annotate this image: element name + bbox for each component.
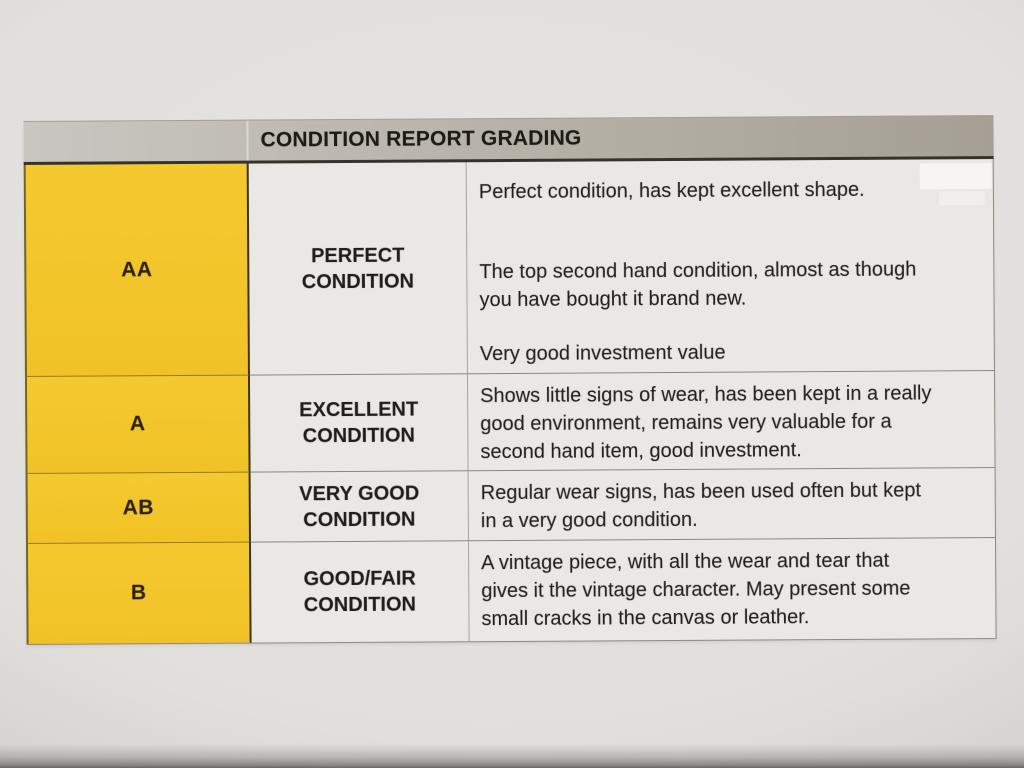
grade-cell-a: A [24,374,251,473]
description-cell-b: A vintage piece, with all the wear and t… [468,537,997,642]
description-paragraph: Perfect condition, has kept excellent sh… [478,178,865,204]
condition-grading-table: CONDITION REPORT GRADING AA PERFECT COND… [23,115,997,645]
description-cell-a: Shows little signs of wear, has been kep… [467,370,996,471]
grade-label-b: B [130,581,147,605]
condition-label-b: GOOD/FAIR CONDITION [303,567,417,617]
condition-label-a: EXCELLENT CONDITION [299,398,419,448]
description-cell-aa: Perfect condition, has kept excellent sh… [466,159,995,374]
grade-label-ab: AB [122,495,155,519]
table-title: CONDITION REPORT GRADING [260,126,582,152]
table-row-a: A EXCELLENT CONDITION Shows little signs… [24,370,996,473]
condition-label-cell-a: EXCELLENT CONDITION [249,373,469,472]
header-grade-column-spacer [23,120,249,162]
description-cell-ab: Regular wear signs, has been used often … [468,467,996,541]
condition-label-ab: VERY GOOD CONDITION [299,482,420,531]
grade-label-aa: AA [121,257,153,281]
grade-cell-ab: AB [25,471,251,543]
condition-label-aa: PERFECT CONDITION [301,244,415,293]
description-paragraph: Shows little signs of wear, has been kep… [480,382,932,464]
grade-label-a: A [129,412,146,436]
table-row-ab: AB VERY GOOD CONDITION Regular wear sign… [25,467,996,543]
grade-cell-aa: AA [23,163,250,376]
condition-label-cell-ab: VERY GOOD CONDITION [250,470,469,542]
table-row-b: B GOOD/FAIR CONDITION A vintage piece, w… [25,537,997,645]
table-header-bar: CONDITION REPORT GRADING [23,115,994,165]
description-paragraph: A vintage piece, with all the wear and t… [481,549,911,631]
condition-label-cell-b: GOOD/FAIR CONDITION [250,540,470,643]
description-paragraph: The top second hand condition, almost as… [479,258,917,312]
correction-patch [919,163,992,190]
description-paragraph: Regular wear signs, has been used often … [480,479,922,533]
grade-cell-b: B [25,541,252,644]
photo-bottom-edge-shadow [0,744,1024,768]
correction-patch-small [938,191,985,206]
condition-label-cell-aa: PERFECT CONDITION [248,162,468,375]
description-paragraph: Very good investment value [479,341,726,366]
table-row-aa: AA PERFECT CONDITION Perfect condition, … [23,159,995,376]
